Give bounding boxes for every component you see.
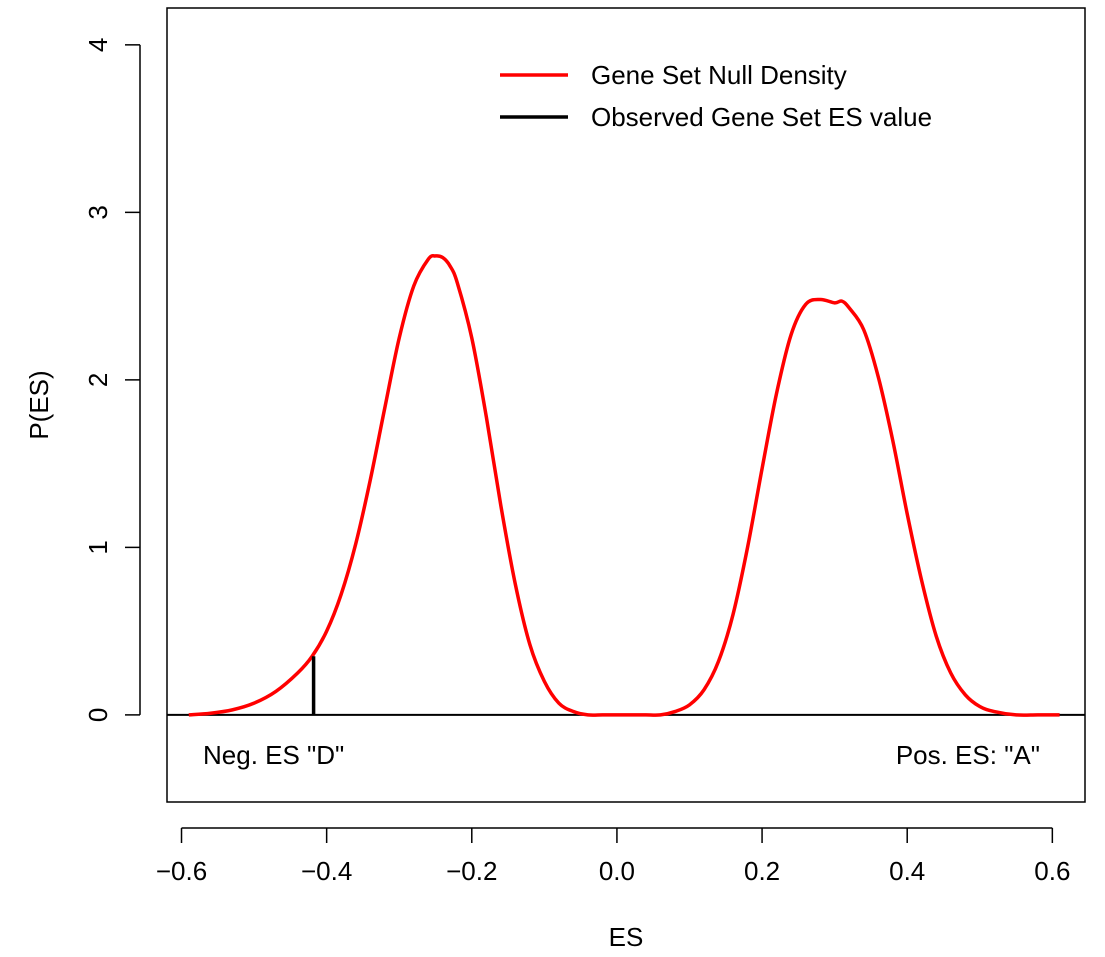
annotation-negative-es: Neg. ES "D"	[203, 740, 344, 770]
x-axis-label: ES	[609, 922, 644, 952]
legend-label-null-density: Gene Set Null Density	[591, 60, 847, 90]
annotation-positive-es: Pos. ES: "A"	[896, 740, 1040, 770]
plot-frame	[166, 7, 1086, 803]
y-tick-label: 1	[83, 540, 113, 554]
x-tick-label: −0.6	[156, 856, 207, 886]
x-tick-label: −0.4	[301, 856, 352, 886]
null-density-curve	[188, 254, 1060, 717]
x-tick-label: 0.0	[599, 856, 635, 886]
y-tick-label: 2	[83, 373, 113, 387]
x-tick-label: 0.4	[889, 856, 925, 886]
y-axis-label: P(ES)	[24, 370, 54, 439]
y-axis: 0 1 2 3 4	[83, 38, 141, 722]
legend-label-observed-es: Observed Gene Set ES value	[591, 102, 932, 132]
y-tick-label: 0	[83, 708, 113, 722]
legend: Gene Set Null Density Observed Gene Set …	[500, 60, 932, 132]
series-group	[188, 254, 1060, 717]
x-tick-label: 0.2	[744, 856, 780, 886]
x-tick-label: 0.6	[1034, 856, 1070, 886]
y-tick-label: 4	[83, 38, 113, 52]
x-tick-label: −0.2	[446, 856, 497, 886]
x-axis: −0.6 −0.4 −0.2 0.0 0.2 0.4 0.6	[156, 827, 1070, 886]
y-tick-label: 3	[83, 205, 113, 219]
